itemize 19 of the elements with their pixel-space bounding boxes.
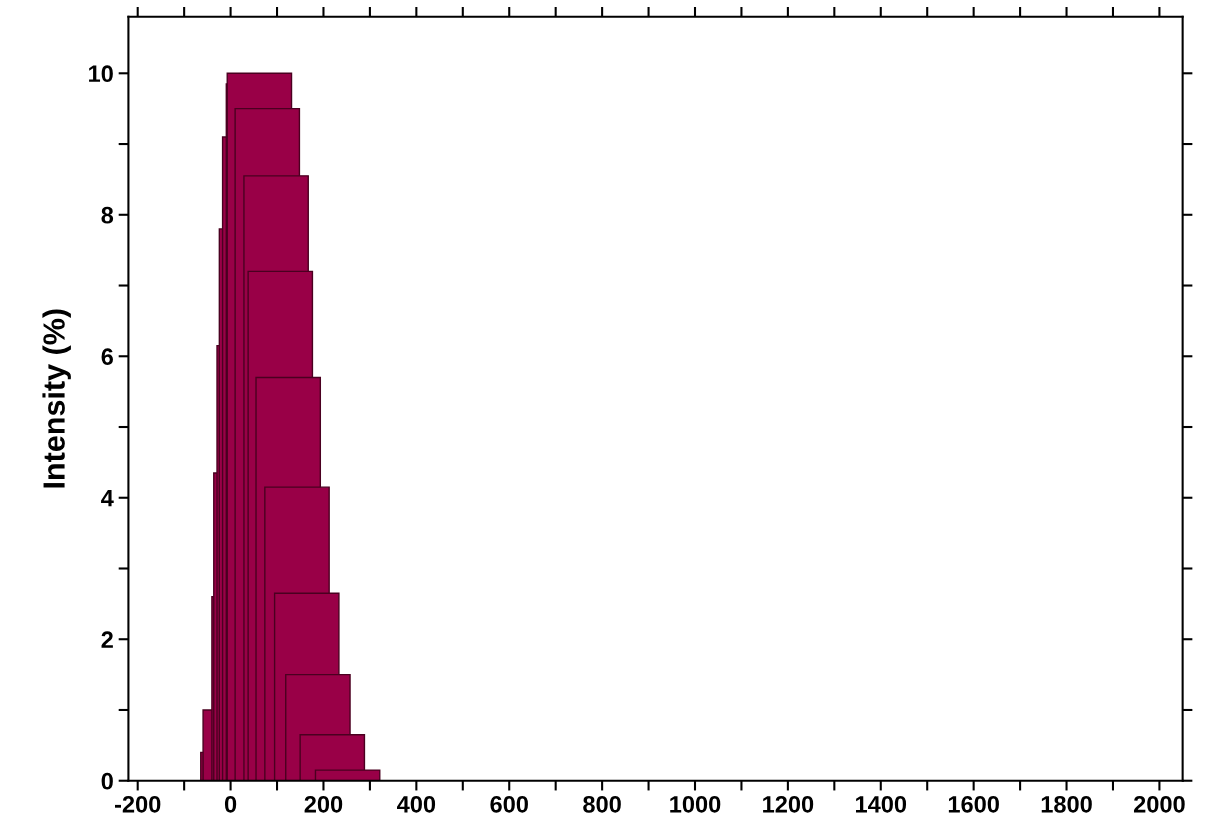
y-tick-label: 10 bbox=[89, 65, 113, 83]
y-tick-label: 2 bbox=[101, 631, 113, 648]
y-tick-label: 0 bbox=[101, 772, 113, 790]
y-tick-label: 4 bbox=[101, 490, 114, 507]
y-tick-label: 8 bbox=[101, 206, 114, 224]
y-axis-title: Intensity (%) bbox=[42, 309, 71, 488]
x-tick-label: 600 bbox=[490, 795, 528, 813]
x-tick-label: 0 bbox=[224, 795, 237, 813]
y-tick-label: 6 bbox=[101, 348, 113, 366]
x-tick-label: 1800 bbox=[1041, 795, 1092, 813]
x-tick-label: 800 bbox=[583, 795, 621, 813]
x-tick-label: 1000 bbox=[670, 795, 721, 813]
x-tick-label: 1200 bbox=[763, 795, 814, 813]
x-tick-label: -200 bbox=[115, 795, 161, 813]
x-tick-label: 1600 bbox=[948, 795, 999, 813]
x-tick-label: 400 bbox=[397, 795, 436, 813]
x-tick-label: 200 bbox=[304, 795, 343, 813]
x-tick-label: 1400 bbox=[856, 795, 907, 813]
x-tick-label: 2000 bbox=[1133, 795, 1185, 813]
